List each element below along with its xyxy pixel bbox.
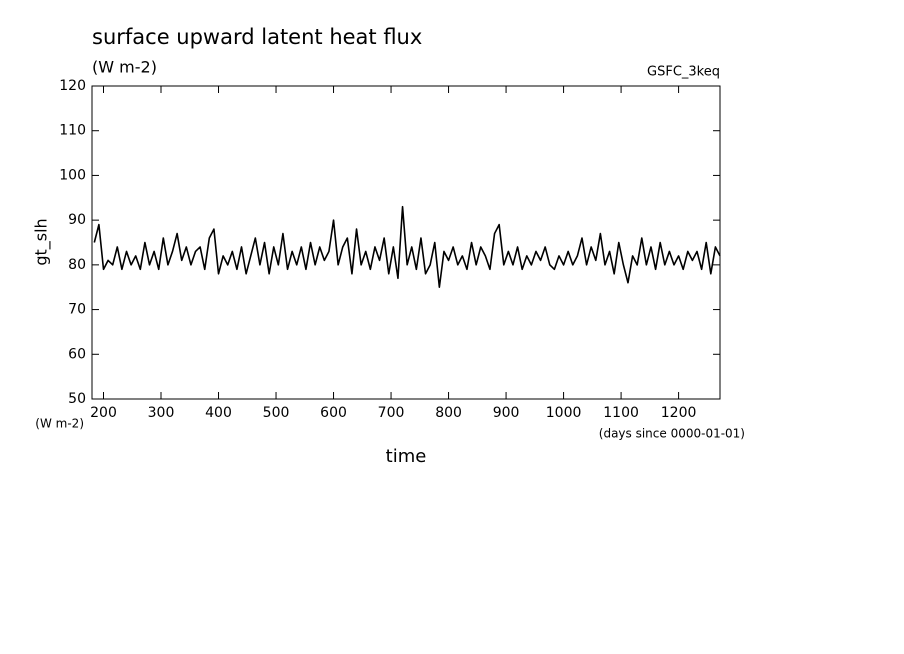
y-tick-label: 70 bbox=[68, 302, 86, 318]
x-tick-label: 600 bbox=[320, 405, 347, 421]
y-tick-label: 90 bbox=[68, 212, 86, 228]
plot-frame bbox=[91, 85, 721, 400]
y-tick-label: 50 bbox=[68, 391, 86, 407]
x-tick-label: 1100 bbox=[603, 405, 639, 421]
chart-title: surface upward latent heat flux bbox=[92, 25, 422, 49]
y-units: (W m-2) bbox=[35, 417, 84, 431]
x-tick-label: 300 bbox=[148, 405, 175, 421]
chart-subtitle: (W m-2) bbox=[92, 58, 157, 77]
x-tick-label: 900 bbox=[493, 405, 520, 421]
y-tick-label: 120 bbox=[59, 78, 86, 94]
x-tick-label: 700 bbox=[378, 405, 405, 421]
x-tick-label: 200 bbox=[90, 405, 117, 421]
x-tick-label: 1200 bbox=[661, 405, 697, 421]
y-tick-label: 100 bbox=[59, 167, 86, 183]
y-tick-label: 60 bbox=[68, 346, 86, 362]
x-tick-label: 500 bbox=[263, 405, 290, 421]
x-units: (days since 0000-01-01) bbox=[599, 427, 745, 441]
y-tick-label: 110 bbox=[59, 123, 86, 139]
x-tick-label: 400 bbox=[205, 405, 232, 421]
x-tick-label: 1000 bbox=[546, 405, 582, 421]
x-axis-label: time bbox=[386, 446, 427, 467]
annotation: GSFC_3keq bbox=[647, 65, 720, 80]
y-axis-label: gt_slh bbox=[32, 218, 52, 265]
y-tick-label: 80 bbox=[68, 257, 86, 273]
x-tick-label: 800 bbox=[435, 405, 462, 421]
data-line bbox=[93, 205, 721, 289]
